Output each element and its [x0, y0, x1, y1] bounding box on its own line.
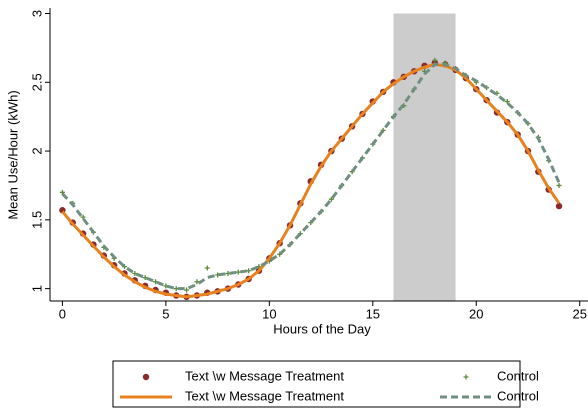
plus-marker [556, 182, 562, 188]
legend-label: Control [497, 368, 539, 383]
dot-marker [142, 373, 150, 381]
fit-line [61, 62, 561, 299]
shaded-region [393, 13, 456, 301]
dot-marker [555, 202, 563, 210]
plus-marker [132, 270, 138, 276]
y-tick-label: 2 [29, 147, 44, 154]
x-tick-label: 10 [262, 306, 276, 321]
plus-marker [235, 269, 241, 275]
plus-marker [432, 57, 438, 63]
x-tick-label: 15 [366, 306, 380, 321]
legend-box [112, 360, 521, 408]
x-axis-label: Hours of the Day [273, 321, 371, 336]
x-tick-label: 5 [162, 306, 169, 321]
legend-label: Control [497, 388, 539, 403]
plus-marker [204, 265, 210, 271]
legend-label: Text \w Message Treatment [185, 388, 344, 403]
plus-marker [504, 99, 510, 105]
legend-label: Text \w Message Treatment [185, 368, 344, 383]
plus-marker [328, 196, 334, 202]
y-axis-label: Mean Use/Hour (kWh) [5, 90, 20, 219]
scatter-series [59, 57, 562, 293]
y-tick-label: 1 [29, 285, 44, 292]
fit-line [61, 62, 561, 291]
x-tick-label: 20 [469, 306, 483, 321]
plus-marker [184, 287, 190, 293]
x-tick-label: 0 [59, 306, 66, 321]
y-tick-label: 2.5 [29, 73, 44, 91]
plus-marker [80, 214, 86, 220]
scatter-series [59, 59, 563, 301]
x-tick-label: 25 [572, 306, 586, 321]
y-tick-label: 3 [29, 10, 44, 17]
plus-marker [463, 374, 469, 380]
y-tick-label: 1.5 [29, 211, 44, 229]
